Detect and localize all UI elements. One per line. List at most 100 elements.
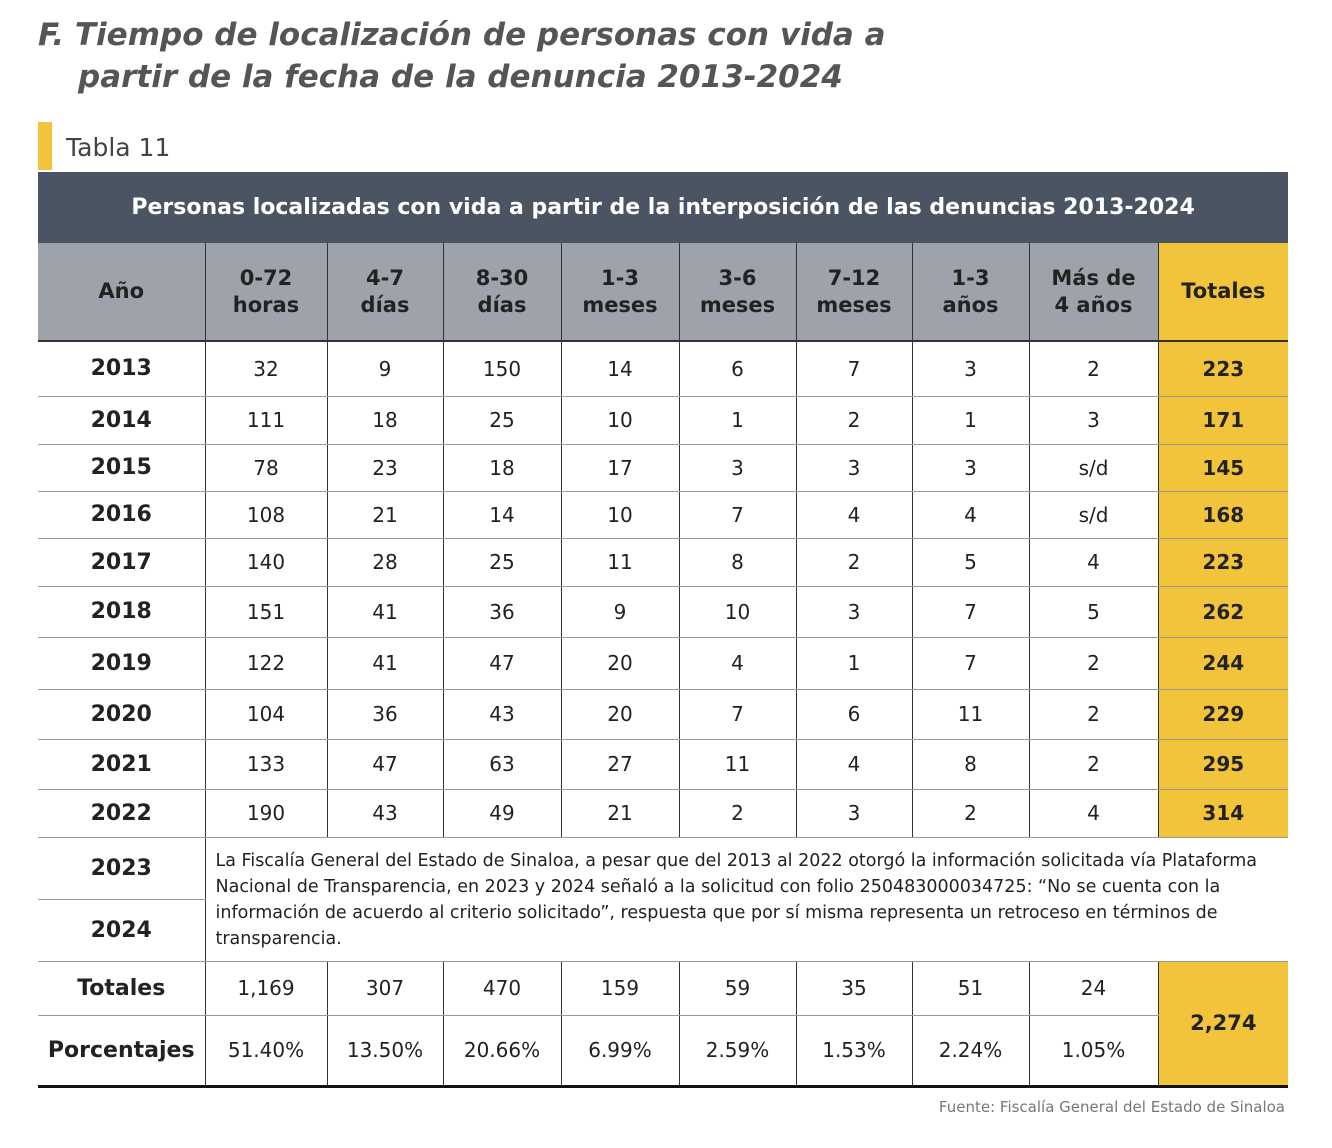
totals-row: Totales 1,169 307 470 159 59 35 51 24 2,274 xyxy=(38,961,1289,1088)
year: 2014 xyxy=(38,396,205,445)
total: 470 xyxy=(442,961,561,1016)
header-line: Año xyxy=(98,279,145,303)
cell: 1 xyxy=(911,396,1029,445)
note-row: 2023 La Fiscalía General del Estado de Si… xyxy=(38,837,1289,962)
cell: 28 xyxy=(326,538,443,587)
year: 2019 xyxy=(38,637,205,690)
year: 2020 xyxy=(38,689,205,740)
total: 24 xyxy=(1028,961,1158,1016)
cell: 4 xyxy=(795,491,912,539)
header-line: 0-72 xyxy=(239,265,293,290)
cell: 47 xyxy=(326,739,443,790)
total: 51 xyxy=(911,961,1029,1016)
cell: 25 xyxy=(442,396,561,445)
data-row: 2021 133 47 63 27 11 4 8 2 295 xyxy=(38,739,1289,790)
header-line: Más de xyxy=(1051,265,1136,290)
cell: 25 xyxy=(442,538,561,587)
cell: 6 xyxy=(678,341,796,397)
cell: 20 xyxy=(560,637,679,690)
cell: 9 xyxy=(560,586,679,638)
header-line: días xyxy=(360,292,410,317)
header-line: días xyxy=(477,292,527,317)
cell: 4 xyxy=(1028,538,1158,587)
cell: 8 xyxy=(911,739,1029,790)
row-total: 223 xyxy=(1157,538,1289,587)
row-total: 295 xyxy=(1157,739,1289,790)
source: Fuente: Fiscalía General del Estado de S… xyxy=(938,1098,1285,1116)
cell: 63 xyxy=(442,739,561,790)
percent: 6.99% xyxy=(560,1015,679,1088)
cell: 41 xyxy=(326,586,443,638)
year: 2022 xyxy=(38,789,205,838)
year: 2015 xyxy=(38,444,205,492)
cell: 2 xyxy=(1028,689,1158,740)
cell: 190 xyxy=(204,789,327,838)
cell: 4 xyxy=(911,491,1029,539)
year: 2017 xyxy=(38,538,205,587)
header-row: Año 0-72 horas 4-7 días 8-30 días 1-3 meses 3-6 me… xyxy=(38,243,1289,342)
header-line: 3-6 xyxy=(718,265,757,290)
column-header: 7-12 meses xyxy=(795,243,912,342)
percent: 1.53% xyxy=(795,1015,912,1088)
header-line: horas xyxy=(232,292,300,317)
cell: 47 xyxy=(442,637,561,690)
total: 59 xyxy=(678,961,796,1016)
cell: 18 xyxy=(442,444,561,492)
cell: 21 xyxy=(560,789,679,838)
percent: 2.59% xyxy=(678,1015,796,1088)
caption: Personas localizadas con vida a partir d… xyxy=(38,172,1289,243)
total: 1,169 xyxy=(204,961,327,1016)
cell: 7 xyxy=(911,586,1029,638)
cell: 11 xyxy=(560,538,679,587)
header-line: meses xyxy=(699,292,776,317)
data-row: 2022 190 43 49 21 2 3 2 4 314 xyxy=(38,789,1289,838)
cell: 7 xyxy=(911,637,1029,690)
cell: 2 xyxy=(911,789,1029,838)
column-header: 0-72 horas xyxy=(204,243,327,342)
header-line: 4-7 xyxy=(366,265,404,290)
cell: 3 xyxy=(795,444,912,492)
header-line: 1-3 xyxy=(601,265,639,290)
row-total: 262 xyxy=(1157,586,1289,638)
cell: 140 xyxy=(204,538,327,587)
row-total: 229 xyxy=(1157,689,1289,740)
cell: 2 xyxy=(1028,637,1158,690)
row-total: 171 xyxy=(1157,396,1289,445)
cell: 10 xyxy=(560,396,679,445)
data-row: 2018 151 41 36 9 10 3 7 5 262 xyxy=(38,586,1289,638)
cell: 10 xyxy=(560,491,679,539)
title: F. Tiempo de localización de personas co… xyxy=(38,14,886,98)
cell: 8 xyxy=(678,538,796,587)
cell: 27 xyxy=(560,739,679,790)
header-line: 1-3 xyxy=(951,265,990,290)
caption-row: Personas localizadas con vida a partir d… xyxy=(38,172,1289,243)
cell: 43 xyxy=(326,789,443,838)
percent-label: Porcentajes xyxy=(38,1015,205,1088)
cell: s/d xyxy=(1028,491,1158,539)
cell: 20 xyxy=(560,689,679,740)
cell: 7 xyxy=(678,491,796,539)
cell: 21 xyxy=(326,491,443,539)
data-row: 2017 140 28 25 11 8 2 5 4 223 xyxy=(38,538,1289,587)
cell: s/d xyxy=(1028,444,1158,492)
row-total: 223 xyxy=(1157,341,1289,397)
cell: 7 xyxy=(795,341,912,397)
cell: 3 xyxy=(795,789,912,838)
grand-total: 2,274 xyxy=(1157,961,1289,1088)
note-row: 2024 xyxy=(38,899,1288,962)
cell: 3 xyxy=(1028,396,1158,445)
cell: 11 xyxy=(911,689,1029,740)
header-line: 8-30 xyxy=(475,265,529,290)
data-row: 2019 122 41 47 20 4 1 7 2 244 xyxy=(38,637,1289,690)
cell: 18 xyxy=(326,396,443,445)
percent: 20.66% xyxy=(442,1015,561,1088)
cell: 14 xyxy=(442,491,561,539)
year: 2024 xyxy=(38,899,205,962)
title-line: partir de la fecha de la denuncia 2013-2… xyxy=(78,59,843,95)
table-label: Tabla 11 xyxy=(38,122,170,170)
cell: 122 xyxy=(204,637,327,690)
header-line: meses xyxy=(582,292,658,317)
data-row: 2016 108 21 14 10 7 4 4 s/d 168 xyxy=(38,491,1289,539)
cell: 2 xyxy=(795,396,912,445)
